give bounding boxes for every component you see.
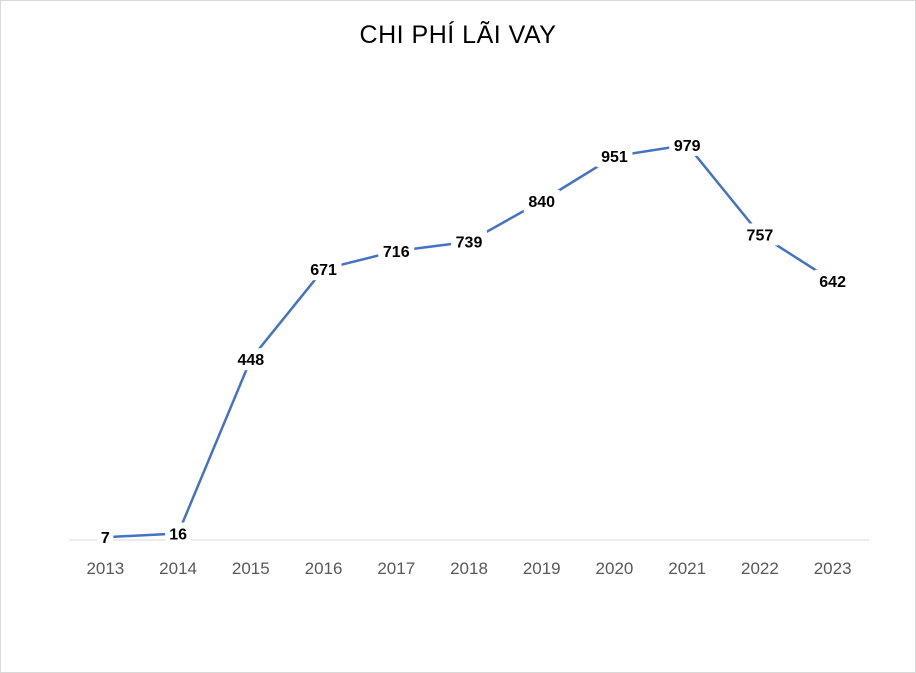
- data-label-background: [165, 522, 192, 545]
- data-label: 840: [528, 194, 555, 211]
- x-tick-group: 2013 2014 2015 2016 2017 2018 2019 2020 2021 2022…: [86, 559, 851, 578]
- data-label: 739: [456, 235, 483, 252]
- x-tick-label: 2022: [741, 559, 779, 578]
- data-label: 979: [674, 138, 701, 155]
- data-label-background: [97, 526, 114, 549]
- data-label: 7: [101, 530, 110, 547]
- x-tick-label: 2020: [596, 559, 634, 578]
- data-label-background: [378, 240, 415, 263]
- data-label: 448: [237, 352, 264, 369]
- data-label-background: [451, 230, 487, 253]
- x-tick-label: 2021: [668, 559, 706, 578]
- chart-title: CHI PHÍ LÃI VAY: [359, 21, 557, 49]
- x-tick-label: 2019: [523, 559, 561, 578]
- data-label-background: [669, 133, 706, 156]
- x-tick-label: 2013: [86, 559, 124, 578]
- x-tick-label: 2017: [377, 559, 415, 578]
- x-tick-label: 2014: [159, 559, 197, 578]
- data-label: 671: [310, 262, 337, 279]
- x-tick-label: 2016: [305, 559, 343, 578]
- series-group: [105, 143, 834, 539]
- data-label-background: [305, 258, 342, 281]
- x-tick-label: 2023: [814, 559, 852, 578]
- data-label: 757: [747, 227, 774, 244]
- data-label: 642: [819, 274, 846, 291]
- data-label: 716: [383, 244, 410, 261]
- data-label-background: [741, 223, 778, 246]
- data-label: 16: [169, 527, 187, 544]
- data-label-background: [596, 145, 633, 168]
- data-label: 951: [601, 149, 628, 166]
- data-label-background: [814, 269, 851, 292]
- x-tick-label: 2015: [232, 559, 270, 578]
- data-label-background: [232, 348, 269, 371]
- x-tick-label: 2018: [450, 559, 488, 578]
- series-line: [105, 143, 834, 539]
- data-label-background: [523, 189, 560, 212]
